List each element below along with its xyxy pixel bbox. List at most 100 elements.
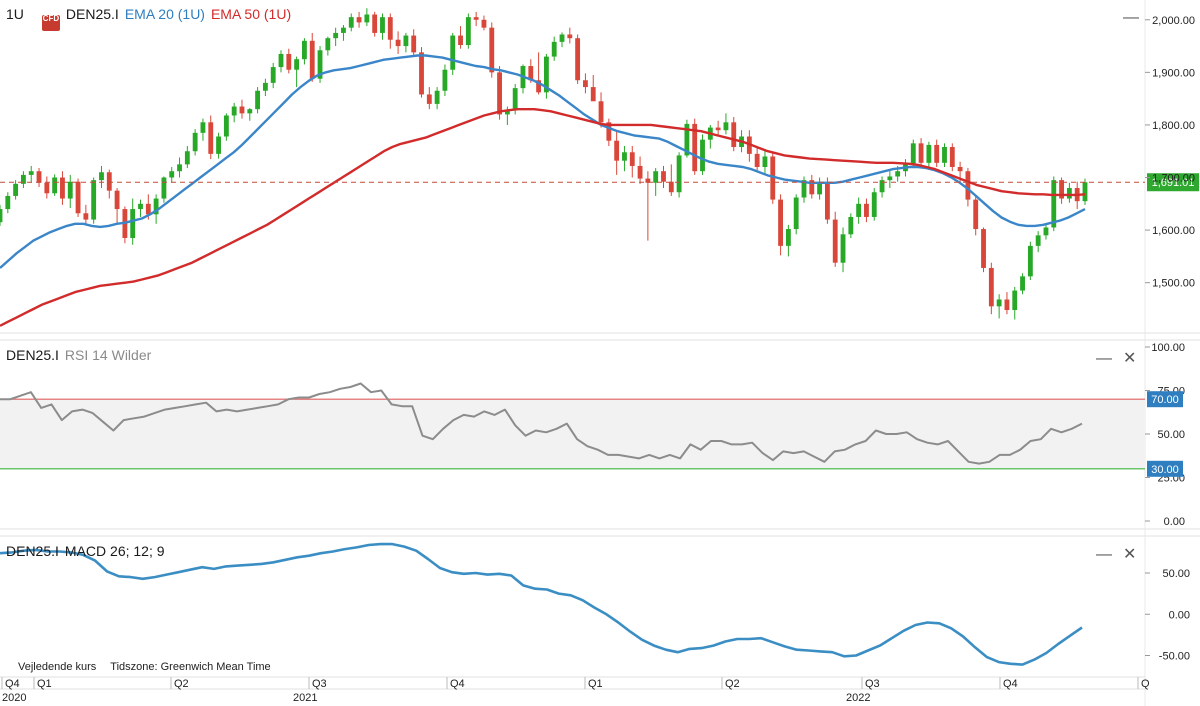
candle-bear [497, 72, 502, 115]
candle-bull [653, 171, 659, 183]
timeframe-label[interactable]: 1U [6, 6, 24, 22]
ema-lines [0, 54, 1086, 327]
macd-indicator-label[interactable]: MACD 26; 12; 9 [64, 543, 165, 559]
candle-bull [184, 151, 190, 165]
symbol-label[interactable]: DEN25.I [65, 6, 119, 22]
candle-bull [223, 115, 229, 137]
candle-bear [426, 94, 432, 104]
candle-bear [637, 165, 643, 179]
candle-bull [762, 156, 768, 167]
macd-tick-label: 50.00 [1162, 568, 1190, 580]
candle-bull [341, 27, 346, 33]
candle-bull [1051, 180, 1057, 228]
candle-bear [661, 171, 666, 182]
price-tick-label: 2,000.00 [1152, 15, 1195, 27]
candle-bear [832, 219, 838, 263]
quarter-label: Q1 [588, 678, 603, 690]
candle-bull [99, 172, 104, 181]
candle-bull [247, 109, 253, 114]
candle-bear [614, 140, 620, 161]
candle-bear [809, 180, 815, 195]
candle-bull [442, 69, 448, 91]
candle-bull [887, 176, 893, 181]
candle-bear [208, 122, 214, 154]
quarter-label: Q2 [174, 678, 189, 690]
rsi-symbol-label[interactable]: DEN25.I [6, 347, 59, 363]
rsi-tick-label: 50.00 [1157, 429, 1185, 441]
candle-bear [973, 199, 979, 230]
candle-bear [918, 143, 924, 163]
candle-bull [1035, 235, 1041, 246]
candle-bear [419, 52, 424, 95]
cfd-icon: CFD [41, 15, 60, 31]
main-minimize-icon[interactable]: — [1123, 9, 1139, 26]
candle-bull [1027, 245, 1033, 277]
candle-bear [731, 122, 737, 148]
candle-bear [864, 203, 869, 217]
candle-bull [20, 174, 26, 184]
candle-bear [83, 213, 89, 220]
candle-bull [559, 34, 565, 42]
candle-bear [590, 87, 596, 102]
candle-bull [255, 90, 261, 110]
ema20-line [0, 54, 1086, 269]
quarter-label: Q [1141, 678, 1150, 690]
candle-bear [114, 190, 120, 210]
macd-symbol-label[interactable]: DEN25.I [6, 543, 59, 559]
candle-bull [130, 209, 136, 238]
footer-note: Vejledende kurs Tidszone: Greenwich Mean … [18, 661, 285, 673]
ema50-legend[interactable]: EMA 50 (1U) [210, 6, 292, 22]
macd-tick-label: 0.00 [1169, 609, 1190, 621]
candle-bull [1012, 290, 1018, 311]
candle-bull [325, 38, 331, 51]
candle-bull [348, 17, 354, 28]
rsi-30-tag [1147, 460, 1183, 477]
candle-bull [895, 171, 901, 177]
candle-bull [684, 123, 690, 156]
rsi-legend: DEN25.I RSI 14 Wilder [6, 347, 157, 363]
rsi-close-icon[interactable]: ✕ [1123, 350, 1137, 367]
rsi-indicator-label[interactable]: RSI 14 Wilder [64, 347, 152, 363]
candle-bear [629, 152, 635, 166]
candle-bear [75, 181, 81, 214]
candle-bear [481, 19, 487, 28]
rsi-minimize-icon[interactable]: — [1096, 350, 1112, 367]
year-label: 2021 [293, 692, 317, 704]
candle-bull [200, 122, 206, 133]
rsi-70-tag [1147, 391, 1183, 408]
candle-bull [848, 216, 854, 235]
candle-bull [138, 203, 143, 210]
macd-tick-label: -50.00 [1159, 651, 1190, 663]
candle-bear [668, 181, 674, 193]
candle-bull [302, 40, 307, 60]
candle-bull [364, 14, 370, 23]
candle-bull [0, 209, 3, 223]
candle-bear [239, 106, 245, 114]
candle-bull [465, 17, 471, 46]
candle-bear [286, 53, 292, 70]
candle-bear [965, 171, 971, 200]
candle-bull [723, 122, 729, 131]
candle-bull [91, 180, 97, 220]
candle-bull [543, 56, 549, 93]
candle-bull [192, 132, 198, 152]
ema20-legend[interactable]: EMA 20 (1U) [124, 6, 205, 22]
candle-bull [52, 177, 58, 194]
quarter-label: Q2 [725, 678, 740, 690]
candle-bear [60, 177, 65, 199]
macd-minimize-icon[interactable]: — [1096, 546, 1112, 563]
candle-bear [106, 172, 112, 191]
macd-close-icon[interactable]: ✕ [1123, 546, 1137, 563]
candle-bear [692, 123, 698, 172]
rsi-line [0, 382, 1083, 465]
ema50-line [0, 107, 1086, 327]
candle-bear [36, 171, 42, 183]
candle-bear [583, 80, 588, 88]
candle-bear [309, 40, 315, 79]
candle-bear [575, 38, 581, 81]
candle-bear [356, 17, 362, 23]
candle-bear [489, 27, 495, 73]
price-tick-label: 1,700.00 [1152, 173, 1195, 185]
candle-bear [754, 153, 760, 167]
candle-bull [262, 82, 268, 91]
